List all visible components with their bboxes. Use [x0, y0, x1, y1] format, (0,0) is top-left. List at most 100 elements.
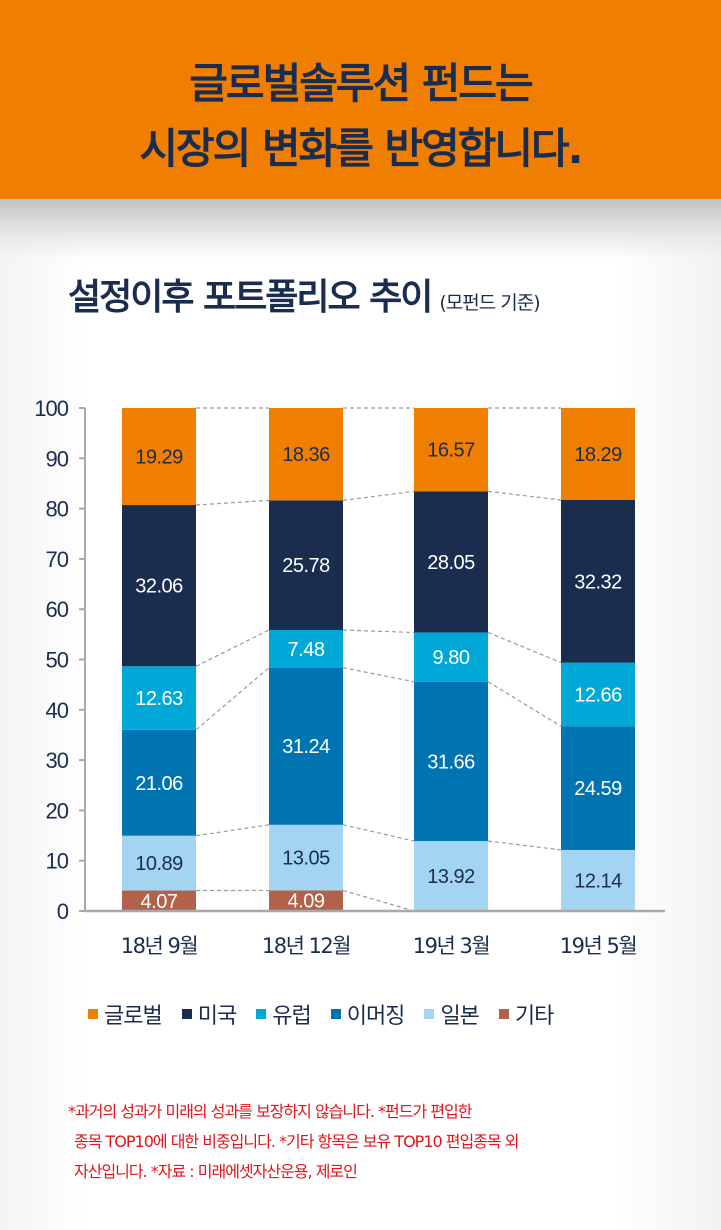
- bar-value-label: 13.92: [427, 866, 475, 888]
- bar-value-label: 7.48: [288, 639, 325, 661]
- bar-segment-미국: [269, 500, 343, 631]
- legend-label: 미국: [197, 1004, 237, 1029]
- legend-label: 이머징: [346, 1004, 406, 1029]
- y-tick-label: 70: [46, 547, 69, 572]
- bar-value-label: 24.59: [574, 778, 622, 800]
- y-tick-label: 0: [57, 899, 69, 924]
- bars: [122, 408, 635, 911]
- bar-segment-기타: [269, 890, 343, 911]
- bar-value-label: 18.36: [282, 444, 330, 466]
- bar-segment-일본: [269, 824, 343, 891]
- legend-swatch: [330, 1009, 341, 1019]
- bar-segment-유럽: [414, 632, 488, 682]
- connector-line: [487, 490, 562, 501]
- bar-segment-기타: [122, 890, 196, 911]
- legend-swatch: [424, 1009, 435, 1019]
- bar-value-label: 31.24: [282, 736, 330, 758]
- bar-value-label: 21.06: [135, 773, 183, 795]
- legend-label: 기타: [514, 1004, 554, 1029]
- bar-value-label: 31.66: [427, 751, 475, 773]
- footnote-line-2: 종목 TOP10에 대한 비중입니다. *기타 항목은 보유 TOP10 편입종…: [74, 1132, 519, 1151]
- bar-value-label: 12.66: [574, 684, 622, 706]
- connector-line: [195, 499, 270, 506]
- header-shadow: [0, 199, 721, 259]
- bar-value-label: 25.78: [282, 555, 330, 577]
- y-tick-label: 20: [46, 798, 69, 823]
- bar-segment-이머징: [414, 681, 488, 841]
- connector-line: [342, 629, 415, 634]
- connector-line: [195, 667, 270, 731]
- connector-line: [342, 889, 415, 912]
- legend: 글로벌 미국 유럽 이머징 일본 기타: [88, 998, 573, 1030]
- chart-title-main: 설정이후 포트폴리오 추이: [68, 277, 433, 318]
- connector-line: [195, 824, 270, 837]
- x-tick-label: 18년 9월: [121, 934, 198, 958]
- legend-item: 글로벌: [88, 998, 163, 1030]
- bar-value-label: 12.63: [135, 688, 183, 710]
- bar-value-label: 9.80: [433, 647, 470, 669]
- legend-item: 기타: [498, 998, 554, 1030]
- bar-value-label: 28.05: [427, 552, 475, 574]
- bar-segment-글로벌: [561, 408, 635, 500]
- bar-segment-이머징: [561, 726, 635, 850]
- legend-item: 유럽: [256, 998, 312, 1030]
- bar-segment-미국: [414, 491, 488, 633]
- y-tick-label: 30: [46, 748, 69, 773]
- x-tick-label: 19년 5월: [560, 934, 637, 958]
- y-tick-label: 40: [46, 698, 69, 723]
- x-ticks: 18년 9월 18년 12월 19년 3월 19년 5월: [121, 934, 638, 958]
- legend-label: 글로벌: [104, 1004, 163, 1029]
- footnote: *과거의 성과가 미래의 성과를 보장하지 않습니다. *펀드가 편입한 종목 …: [68, 1097, 688, 1187]
- bar-value-label: 32.32: [574, 571, 622, 593]
- bar-value-label: 13.05: [282, 848, 330, 870]
- bar-value-label: 4.07: [141, 891, 178, 913]
- bar-segment-유럽: [561, 662, 635, 727]
- legend-label: 유럽: [272, 1004, 311, 1029]
- bar-segment-미국: [122, 505, 196, 667]
- connector-lines: [195, 407, 562, 912]
- footnote-line-1: *과거의 성과가 미래의 성과를 보장하지 않습니다. *펀드가 편입한: [68, 1102, 472, 1121]
- y-tick-label: 50: [46, 648, 69, 673]
- bar-value-label: 10.89: [135, 853, 183, 875]
- legend-swatch: [181, 1009, 192, 1019]
- connector-line: [487, 681, 562, 727]
- x-tick-label: 18년 12월: [262, 934, 350, 958]
- bar-segment-글로벌: [122, 408, 196, 506]
- y-tick-label: 10: [46, 849, 69, 874]
- bar-segment-글로벌: [414, 408, 488, 492]
- header-line-1: 글로벌솔루션 펀드는: [189, 59, 533, 108]
- header-banner: 글로벌솔루션 펀드는 시장의 변화를 반영합니다.: [0, 0, 721, 199]
- y-tick-label: 60: [46, 597, 69, 622]
- connector-line: [342, 667, 415, 683]
- footnote-line-3: 자산입니다. *자료 : 미래에셋자산운용, 제로인: [74, 1162, 358, 1181]
- bar-value-labels: 4.07 10.89 21.06 12.63 32.06 19.29 4.09 13.05 31…: [135, 440, 622, 913]
- bar-segment-이머징: [269, 667, 343, 825]
- bar-segment-일본: [414, 840, 488, 911]
- connector-line: [342, 490, 415, 501]
- bar-value-label: 4.09: [288, 891, 325, 913]
- bar-segment-일본: [561, 849, 635, 911]
- connector-line: [195, 629, 270, 667]
- stacked-bar-chart: 4.07 10.89 21.06 12.63 32.06 19.29 4.09 13.05 31…: [34, 396, 665, 958]
- connector-line: [487, 840, 562, 851]
- bar-segment-유럽: [269, 630, 343, 668]
- chart-title: 설정이후 포트폴리오 추이 (모펀드 기준): [68, 268, 541, 320]
- bar-segment-글로벌: [269, 408, 343, 501]
- y-tick-label: 80: [46, 497, 69, 522]
- legend-swatch: [256, 1009, 267, 1019]
- y-tick-label: 90: [46, 446, 69, 471]
- chart-title-sub: (모펀드 기준): [439, 292, 540, 314]
- legend-label: 일본: [440, 1004, 479, 1029]
- bar-segment-유럽: [122, 666, 196, 730]
- legend-swatch: [498, 1009, 509, 1019]
- y-tick-label: 100: [34, 396, 68, 421]
- y-ticks: 0 10 20 30 40 50 60 70 80 90 100: [34, 396, 85, 924]
- legend-swatch: [88, 1009, 98, 1019]
- header-line-2: 시장의 변화를 반영합니다.: [139, 124, 583, 173]
- connector-line: [342, 824, 415, 842]
- legend-item: 미국: [181, 998, 237, 1030]
- bar-segment-일본: [122, 835, 196, 891]
- legend-item: 일본: [424, 998, 480, 1030]
- bar-value-label: 12.14: [574, 870, 622, 892]
- bar-value-label: 18.29: [574, 444, 622, 466]
